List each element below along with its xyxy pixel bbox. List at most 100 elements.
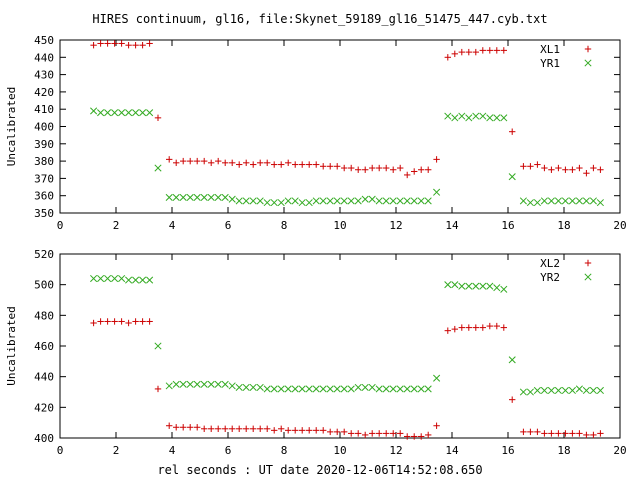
data-point xyxy=(125,109,133,117)
data-point xyxy=(208,425,215,432)
y-tick-label: 520 xyxy=(34,248,54,261)
data-point xyxy=(111,40,118,47)
data-point xyxy=(444,327,451,334)
data-point xyxy=(368,383,376,391)
data-point xyxy=(376,430,383,437)
data-point xyxy=(201,157,208,165)
y-tick-label: 410 xyxy=(34,103,54,116)
data-point xyxy=(243,425,250,432)
data-point xyxy=(139,41,146,49)
data-point xyxy=(375,385,383,393)
data-point xyxy=(271,427,278,434)
data-point xyxy=(201,425,208,432)
data-point xyxy=(111,109,119,117)
data-point xyxy=(583,170,590,177)
data-point xyxy=(526,199,534,207)
data-point xyxy=(187,424,194,431)
x-tick-label: 20 xyxy=(613,219,626,232)
data-point xyxy=(313,427,320,434)
data-point xyxy=(326,385,334,393)
data-point xyxy=(333,197,341,205)
data-point xyxy=(390,166,397,173)
data-point xyxy=(347,385,355,393)
y-tick-label: 380 xyxy=(34,155,54,168)
data-point xyxy=(172,380,180,388)
data-point xyxy=(520,163,527,170)
data-point xyxy=(589,197,597,205)
data-point xyxy=(200,193,208,201)
data-point xyxy=(383,164,390,172)
data-point xyxy=(527,428,534,436)
data-point xyxy=(596,386,604,395)
data-point xyxy=(278,161,285,168)
y-tick-label: 400 xyxy=(34,432,54,445)
data-point xyxy=(547,386,555,395)
data-point xyxy=(589,386,597,395)
data-point xyxy=(200,380,208,388)
data-point xyxy=(548,430,555,437)
x-tick-label: 16 xyxy=(501,219,514,232)
data-point xyxy=(249,383,257,391)
data-point xyxy=(193,193,201,201)
x-tick-label: 0 xyxy=(57,219,64,232)
data-point xyxy=(597,430,604,437)
data-point xyxy=(146,276,154,284)
legend-marker xyxy=(584,273,592,281)
data-point xyxy=(118,318,125,325)
data-point xyxy=(575,197,583,205)
data-point xyxy=(555,430,562,437)
data-point xyxy=(132,318,139,325)
data-point xyxy=(180,157,187,165)
data-point xyxy=(425,431,432,439)
data-point xyxy=(368,195,376,203)
data-point xyxy=(354,383,362,391)
data-point xyxy=(390,430,397,437)
x-tick-label: 6 xyxy=(225,444,232,457)
data-point xyxy=(298,199,306,207)
data-point xyxy=(582,197,590,205)
data-point xyxy=(292,427,299,434)
x-tick-label: 4 xyxy=(169,444,176,457)
data-point xyxy=(362,431,369,439)
data-point xyxy=(458,112,466,120)
data-point xyxy=(165,382,173,390)
data-point xyxy=(519,388,527,396)
data-point xyxy=(465,114,473,122)
data-point xyxy=(472,282,480,290)
data-point xyxy=(500,47,507,54)
data-point xyxy=(433,374,441,382)
data-point xyxy=(569,166,576,173)
data-point xyxy=(451,114,459,122)
data-point xyxy=(541,164,548,172)
data-point xyxy=(596,199,604,207)
data-point xyxy=(472,112,480,120)
data-point xyxy=(139,109,147,117)
y-tick-label: 370 xyxy=(34,172,54,185)
data-point xyxy=(568,197,576,205)
data-point xyxy=(534,161,541,168)
series-YR2 xyxy=(90,274,604,396)
data-point xyxy=(547,197,555,205)
data-point xyxy=(433,188,441,196)
y-tick-label: 390 xyxy=(34,138,54,151)
x-tick-label: 16 xyxy=(501,444,514,457)
data-point xyxy=(270,385,278,393)
data-point xyxy=(389,197,397,205)
legend-label: YR2 xyxy=(540,271,560,284)
data-point xyxy=(243,159,250,167)
data-point xyxy=(263,385,271,393)
data-point xyxy=(264,425,271,432)
data-point xyxy=(444,112,452,120)
data-point xyxy=(154,114,162,122)
data-point xyxy=(179,193,187,201)
data-point xyxy=(242,383,250,391)
data-point xyxy=(340,385,348,393)
data-point xyxy=(305,385,313,393)
data-point xyxy=(235,197,243,205)
data-point xyxy=(347,197,355,205)
data-point xyxy=(334,163,341,170)
data-point xyxy=(90,107,98,115)
data-point xyxy=(320,427,327,434)
data-point xyxy=(214,380,222,388)
data-point xyxy=(396,197,404,205)
